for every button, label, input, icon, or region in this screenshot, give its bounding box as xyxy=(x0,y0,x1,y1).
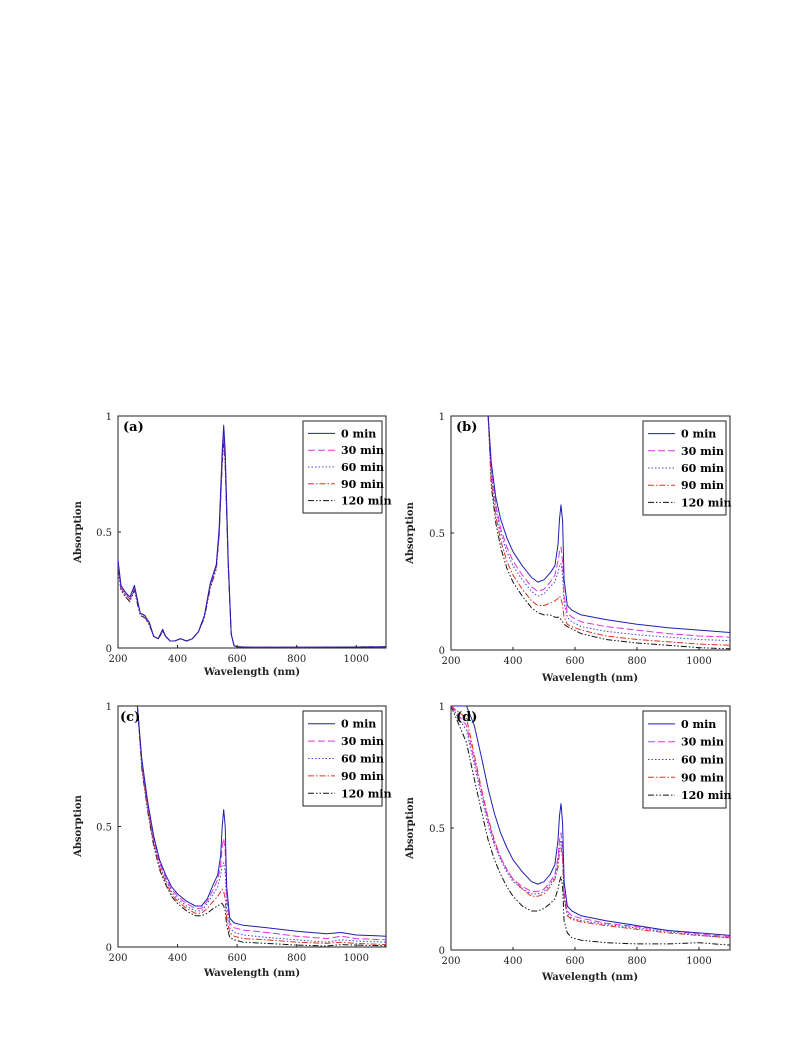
legend-label-a-3: 90 min xyxy=(341,478,384,491)
x-tick-label-c-3: 800 xyxy=(287,953,306,964)
panel-label-b: (b) xyxy=(456,420,477,435)
x-tick-label-a-4: 1000 xyxy=(343,654,368,665)
x-tick-label-c-2: 600 xyxy=(228,953,247,964)
series-line-d-2 xyxy=(451,706,730,939)
legend-label-b-1: 30 min xyxy=(681,445,724,458)
series-line-b-2 xyxy=(487,416,730,642)
x-tick-label-d-3: 800 xyxy=(627,956,646,967)
legend-label-b-4: 120 min xyxy=(681,496,732,509)
x-tick-label-a-1: 400 xyxy=(168,654,187,665)
legend-label-c-4: 120 min xyxy=(341,787,392,800)
y-tick-label-d-2: 1 xyxy=(439,702,445,713)
legend-label-d-4: 120 min xyxy=(681,789,732,802)
x-tick-label-b-2: 600 xyxy=(565,656,584,667)
series-layer-a xyxy=(118,424,386,648)
series-line-c-4 xyxy=(136,706,386,947)
x-tick-label-b-4: 1000 xyxy=(686,656,711,667)
y-axis-label-d: Absorption xyxy=(405,796,416,859)
legend-label-c-2: 60 min xyxy=(341,753,384,766)
series-line-c-0 xyxy=(136,706,386,937)
panel-c: 200 400 600 800 1000 0 0.5 1 (c) Wavelength (nm… xyxy=(73,702,392,979)
legend-label-a-1: 30 min xyxy=(341,444,384,457)
y-axis-label-a: Absorption xyxy=(73,500,84,563)
legend-label-c-1: 30 min xyxy=(341,735,384,748)
series-line-a-0 xyxy=(118,424,386,648)
series-layer-c xyxy=(136,706,386,947)
x-tick-label-a-3: 800 xyxy=(287,654,306,665)
x-tick-label-b-1: 400 xyxy=(503,656,522,667)
series-layer-d xyxy=(451,706,730,946)
x-tick-label-a-0: 200 xyxy=(108,654,127,665)
y-tick-label-c-0: 0 xyxy=(106,943,112,954)
x-axis-label-b: Wavelength (nm) xyxy=(541,673,638,684)
x-tick-label-c-1: 400 xyxy=(168,953,187,964)
legend-label-c-3: 90 min xyxy=(341,770,384,783)
legend-label-d-0: 0 min xyxy=(681,718,716,731)
legend-box-d xyxy=(642,710,727,809)
legend-label-d-1: 30 min xyxy=(681,736,724,749)
legend-label-d-2: 60 min xyxy=(681,754,724,767)
x-tick-label-a-2: 600 xyxy=(228,654,247,665)
legend-d: 0 min 30 min 60 min 90 min 120 min xyxy=(642,710,732,809)
y-tick-label-c-1: 0.5 xyxy=(96,823,112,834)
legend-label-a-4: 120 min xyxy=(341,495,392,508)
legend-b: 0 min 30 min 60 min 90 min 120 min xyxy=(642,420,732,516)
panel-label-d: (d) xyxy=(456,710,477,725)
panel-a: 200 400 600 800 1000 0 0.5 1 (a) Wavelength (nm… xyxy=(73,412,392,678)
y-tick-label-a-2: 1 xyxy=(106,412,112,423)
y-tick-label-a-1: 0.5 xyxy=(96,528,112,539)
legend-label-b-0: 0 min xyxy=(681,428,716,441)
y-tick-label-b-2: 1 xyxy=(439,412,445,423)
tick-layer-a: 200 400 600 800 1000 0 0.5 1 xyxy=(96,412,369,665)
series-line-d-3 xyxy=(451,706,730,939)
y-axis-label-b: Absorption xyxy=(405,501,416,564)
y-tick-label-a-0: 0 xyxy=(106,644,112,655)
series-line-c-3 xyxy=(136,706,386,946)
y-tick-label-d-0: 0 xyxy=(439,946,445,957)
x-tick-label-c-4: 1000 xyxy=(343,953,368,964)
x-axis-label-d: Wavelength (nm) xyxy=(541,972,638,983)
x-tick-label-d-0: 200 xyxy=(441,956,460,967)
legend-label-c-0: 0 min xyxy=(341,718,376,731)
tick-layer-d: 200 400 600 800 1000 0 0.5 1 xyxy=(429,702,712,967)
panel-label-c: (c) xyxy=(120,710,140,725)
series-line-d-4 xyxy=(451,706,730,946)
series-line-b-1 xyxy=(487,416,730,638)
legend-c: 0 min 30 min 60 min 90 min 120 min xyxy=(302,710,392,807)
panel-d: 200 400 600 800 1000 0 0.5 1 (d) Wavelength (nm… xyxy=(405,702,732,983)
x-tick-label-d-2: 600 xyxy=(565,956,584,967)
legend-label-b-2: 60 min xyxy=(681,462,724,475)
x-tick-label-c-0: 200 xyxy=(108,953,127,964)
series-layer-b xyxy=(487,416,730,650)
series-line-b-4 xyxy=(487,416,730,650)
x-tick-label-b-0: 200 xyxy=(441,656,460,667)
panel-label-a: (a) xyxy=(123,420,144,435)
tick-layer-c: 200 400 600 800 1000 0 0.5 1 xyxy=(96,702,369,964)
series-line-b-0 xyxy=(487,416,730,633)
y-axis-label-c: Absorption xyxy=(73,794,84,857)
series-line-c-1 xyxy=(136,706,386,941)
panel-b: 200 400 600 800 1000 0 0.5 1 (b) Wavelength (nm… xyxy=(405,412,732,684)
y-tick-label-c-2: 1 xyxy=(106,702,112,713)
tick-layer-b: 200 400 600 800 1000 0 0.5 1 xyxy=(429,412,712,667)
series-line-d-1 xyxy=(451,706,730,938)
x-axis-label-c: Wavelength (nm) xyxy=(203,968,300,979)
legend-label-a-0: 0 min xyxy=(341,427,376,440)
y-tick-label-b-1: 0.5 xyxy=(429,529,445,540)
y-tick-label-d-1: 0.5 xyxy=(429,824,445,835)
legend-label-b-3: 90 min xyxy=(681,479,724,492)
legend-label-a-2: 60 min xyxy=(341,461,384,474)
x-tick-label-b-3: 800 xyxy=(627,656,646,667)
x-tick-label-d-1: 400 xyxy=(503,956,522,967)
x-axis-label-a: Wavelength (nm) xyxy=(203,667,300,678)
series-line-d-0 xyxy=(451,706,730,936)
y-tick-label-b-0: 0 xyxy=(439,646,445,657)
legend-box-b xyxy=(642,420,727,516)
series-line-c-2 xyxy=(136,706,386,943)
x-tick-label-d-4: 1000 xyxy=(686,956,711,967)
legend-label-d-3: 90 min xyxy=(681,771,724,784)
legend-a: 0 min 30 min 60 min 90 min 120 min xyxy=(302,420,392,514)
series-line-b-3 xyxy=(487,416,730,646)
